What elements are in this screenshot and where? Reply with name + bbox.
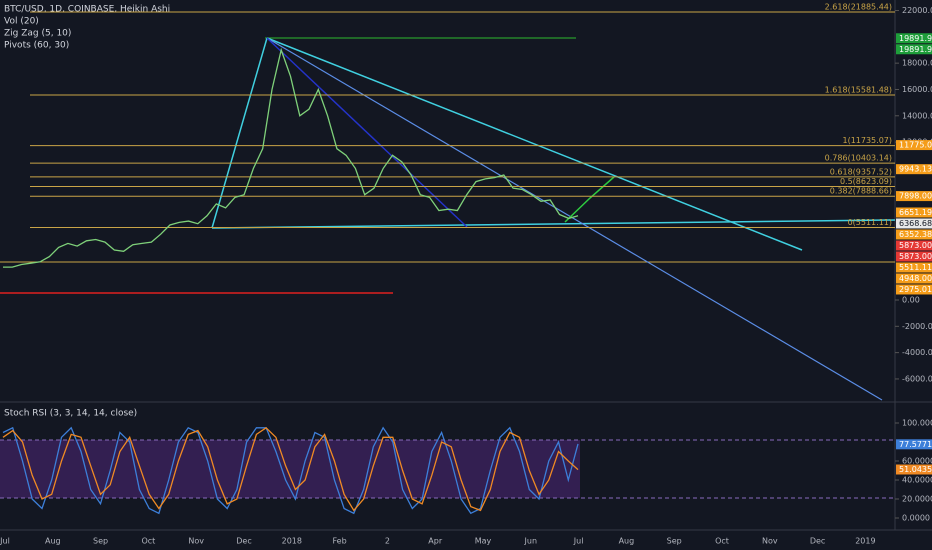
series-line (3, 47, 579, 268)
x-tick-label: Apr (428, 537, 443, 546)
x-tick-label: Oct (715, 537, 729, 546)
fib-label: 0.618(9357.52) (830, 167, 892, 176)
y-tick-label: -6000.00 (902, 374, 932, 383)
price-badge (896, 33, 932, 44)
fib-label: 0.786(10403.14) (825, 154, 892, 163)
trend-line (266, 37, 803, 251)
price-badge-label: 5873.00 (899, 252, 932, 261)
x-tick-label: Jul (0, 537, 10, 546)
x-tick-label: Aug (619, 537, 635, 546)
y-tick-label: 0.00 (902, 296, 920, 305)
y-tick-label: 60.0000 (902, 457, 932, 466)
fib-label: 1.618(15581.48) (825, 85, 892, 94)
x-tick-label: Dec (810, 537, 825, 546)
x-tick-label: Aug (45, 537, 61, 546)
price-badge (896, 273, 932, 284)
price-badge-label: 4948.00 (899, 274, 932, 283)
price-badge-label: 19891.99 (899, 45, 932, 54)
y-tick-label: 20.0000 (902, 495, 932, 504)
stoch-title: Stoch RSI (3, 3, 14, 14, close) (4, 409, 137, 419)
fib-label: 1(11735.07) (842, 136, 892, 145)
price-badge-label: 11775.00 (899, 141, 932, 150)
price-badge (896, 464, 932, 475)
projection (564, 176, 615, 223)
price-badge (896, 262, 932, 273)
price-badge-label: 5511.11 (899, 263, 932, 272)
fib-label: 2.618(21885.44) (825, 3, 892, 12)
trend-line (211, 219, 896, 229)
y-tick-label: 22000.00 (902, 6, 932, 15)
price-badge-label: 19891.99 (899, 34, 932, 43)
indicator: Pivots (60, 30) (4, 41, 69, 51)
y-tick-label: 100.0000 (902, 419, 932, 428)
indicator: Vol (20) (4, 17, 39, 27)
chart-title: BTC/USD, 1D, COINBASE, Heikin Ashi (4, 5, 170, 15)
price-badge-label: 9943.13 (899, 165, 932, 174)
fib-label: 0.5(8623.09) (840, 177, 892, 186)
y-tick-label: -2000.00 (902, 322, 932, 331)
series-line (2, 426, 579, 515)
price-badge (896, 439, 932, 450)
price-badge-label: 51.0435 (899, 465, 932, 474)
y-tick-label: -4000.00 (902, 348, 932, 357)
fib-label: 0.382(7888.66) (830, 187, 892, 196)
price-badge (896, 284, 932, 295)
price-badge (896, 218, 932, 229)
trend-line (266, 37, 468, 228)
price-badge (896, 240, 932, 251)
price-badge (896, 164, 932, 175)
y-tick-label: 40.0000 (902, 476, 932, 485)
price-badge (896, 191, 932, 202)
price-badge (896, 207, 932, 218)
x-tick-label: Feb (333, 537, 347, 546)
x-tick-label: May (475, 537, 492, 546)
price-badge (896, 44, 932, 55)
price-badge-label: 7898.00 (899, 192, 932, 201)
x-tick-label: Sep (93, 537, 108, 546)
y-tick-label: 16000.00 (902, 85, 932, 94)
x-tick-label: Nov (762, 537, 778, 546)
x-tick-label: 2 (385, 537, 390, 546)
y-tick-label: 18000.00 (902, 59, 932, 68)
indicator: Zig Zag (5, 10) (4, 29, 71, 39)
x-tick-label: Nov (188, 537, 204, 546)
x-tick-label: 2019 (855, 537, 875, 546)
trend-line (266, 37, 883, 401)
x-tick-label: Jul (573, 537, 584, 546)
price-badge-label: 6368.68 (899, 219, 932, 228)
x-tick-label: Dec (236, 537, 251, 546)
y-tick-label: 14000.00 (902, 111, 932, 120)
price-badge-label: 2975.01 (899, 285, 932, 294)
price-badge (896, 229, 932, 240)
price-badge-label: 6651.19 (899, 208, 932, 217)
price-badge (896, 140, 932, 151)
x-tick-label: 2018 (282, 537, 302, 546)
x-tick-label: Oct (141, 537, 155, 546)
price-badge (896, 251, 932, 262)
y-tick-label: 0.0000 (902, 514, 930, 523)
price-badge-label: 77.5771 (899, 440, 932, 449)
x-tick-label: Jun (524, 537, 538, 546)
price-badge-label: 5873.00 (899, 241, 932, 250)
fib-label: 0(5511.11) (848, 218, 892, 227)
series-line (2, 426, 579, 512)
price-badge-label: 6352.38 (899, 230, 932, 239)
x-tick-label: Sep (667, 537, 682, 546)
